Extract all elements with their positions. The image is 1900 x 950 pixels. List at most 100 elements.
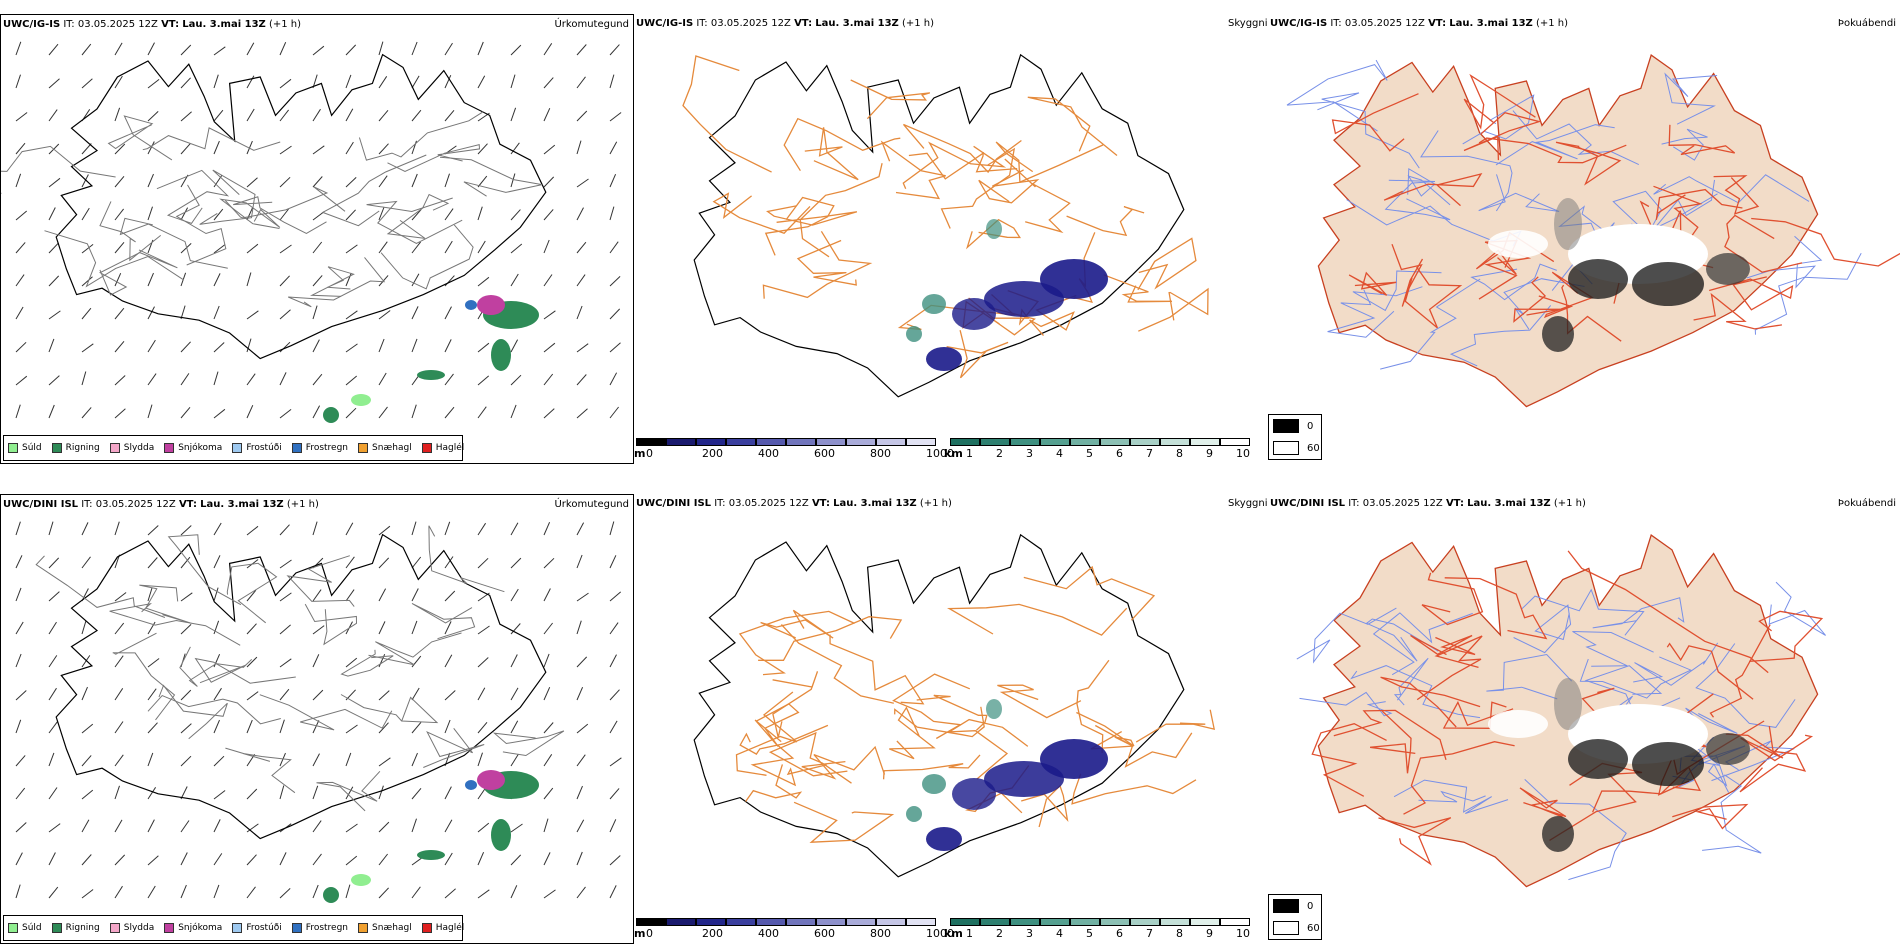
road-line [1407, 167, 1451, 206]
wind-barb [15, 274, 25, 287]
fog-legend-item: 60 [1273, 921, 1320, 935]
wind-barb [510, 522, 519, 536]
road-line [1444, 577, 1548, 640]
wind-barb [180, 755, 192, 767]
wind-barb [180, 44, 192, 56]
coastline [55, 533, 547, 840]
wind-barb [378, 785, 384, 800]
wind-barb [543, 787, 554, 800]
road-line [1383, 172, 1483, 207]
wind-barb [48, 591, 60, 602]
road-line [1702, 774, 1762, 854]
wind-barb [510, 404, 517, 419]
fog-legend-item: 60 [1273, 441, 1320, 455]
road-line [1724, 214, 1803, 273]
weather-area [984, 281, 1064, 317]
road-line [796, 239, 857, 286]
wind-barb [312, 720, 320, 734]
height-visibility-panel-top: UWC/IG-IS IT: 03.05.2025 12Z VT: Lau. 3.… [634, 14, 1268, 464]
colorbar-segment [756, 438, 786, 446]
wind-barb [81, 407, 92, 419]
wind-barb [213, 555, 221, 569]
road-line [288, 257, 386, 308]
colorbar-segment [980, 438, 1010, 446]
wind-barb [576, 76, 586, 89]
wind-barb [543, 408, 555, 419]
wind-barb [477, 522, 487, 536]
road-line [1661, 128, 1708, 161]
weather-area [1554, 198, 1582, 250]
road-line [194, 657, 296, 684]
wind-barb [81, 143, 92, 155]
colorbar-segment [1220, 438, 1250, 446]
wind-barb [48, 109, 58, 122]
wind-barb [114, 42, 123, 56]
colorbar-tick: 400 [758, 447, 779, 460]
road-line [793, 801, 895, 843]
wind-barb [213, 244, 226, 254]
colorbar-segment [636, 438, 666, 446]
wind-barb [147, 206, 153, 221]
wind-barb [279, 176, 291, 188]
wind-barb [246, 691, 259, 701]
colorbar-unit: m [634, 927, 646, 940]
wind-barb [15, 142, 26, 155]
wind-barb [48, 242, 59, 254]
wind-barb [378, 588, 387, 602]
colorbar-unit: m [634, 447, 646, 460]
wind-barb [312, 853, 322, 866]
wind-barb [114, 854, 126, 866]
road-line [1393, 779, 1509, 814]
cloud-label: Skyggni [1228, 498, 1268, 509]
road-line [1327, 289, 1395, 338]
road-line [439, 156, 543, 197]
colorbar-segment [786, 918, 816, 926]
wind-barb [411, 752, 418, 767]
colorbar-segment [786, 438, 816, 446]
road-line [107, 115, 173, 161]
wind-barb [345, 177, 357, 188]
weather-area [984, 761, 1064, 797]
wind-barb [609, 406, 619, 419]
legend-item: Slydda [109, 923, 154, 933]
colorbar-segment [1040, 438, 1070, 446]
road-line [225, 747, 296, 794]
wind-barb [15, 719, 22, 734]
wind-barb [444, 406, 455, 419]
wind-barb [147, 339, 156, 353]
wind-barb [576, 274, 586, 287]
wind-barb [48, 207, 56, 221]
road-line [1655, 188, 1743, 220]
legend-item: Frostregn [291, 923, 348, 933]
colorbar-segment [1220, 918, 1250, 926]
wind-barb [345, 522, 354, 536]
wind-barb [345, 375, 358, 386]
road-line [147, 695, 281, 725]
wind-barb [510, 44, 522, 56]
panel-title: Þokuábendi [1837, 18, 1896, 29]
wind-barb [213, 305, 220, 320]
wind-barb [378, 525, 391, 536]
road-line [316, 770, 381, 812]
legend-item: Frostúði [232, 923, 282, 933]
wind-barb [510, 74, 516, 89]
road-line [940, 147, 1016, 229]
legend-item: Haglél [421, 443, 464, 453]
wind-barb [576, 620, 582, 635]
wind-barb [345, 407, 357, 419]
road-line [1754, 252, 1862, 335]
wind-barb [543, 818, 549, 833]
road-line [850, 79, 930, 120]
road-line [1380, 278, 1481, 370]
wind-barb [444, 173, 450, 188]
wind-barb [48, 621, 57, 635]
road-line [1311, 723, 1387, 797]
wind-barb [477, 889, 490, 899]
road-line [1023, 565, 1156, 621]
weather-area [491, 339, 511, 371]
wind-barb [48, 375, 60, 386]
legend-swatch [232, 923, 243, 933]
wind-barb [48, 752, 55, 767]
colorbar-tick: 8 [1176, 927, 1183, 940]
wind-barb [114, 592, 127, 602]
